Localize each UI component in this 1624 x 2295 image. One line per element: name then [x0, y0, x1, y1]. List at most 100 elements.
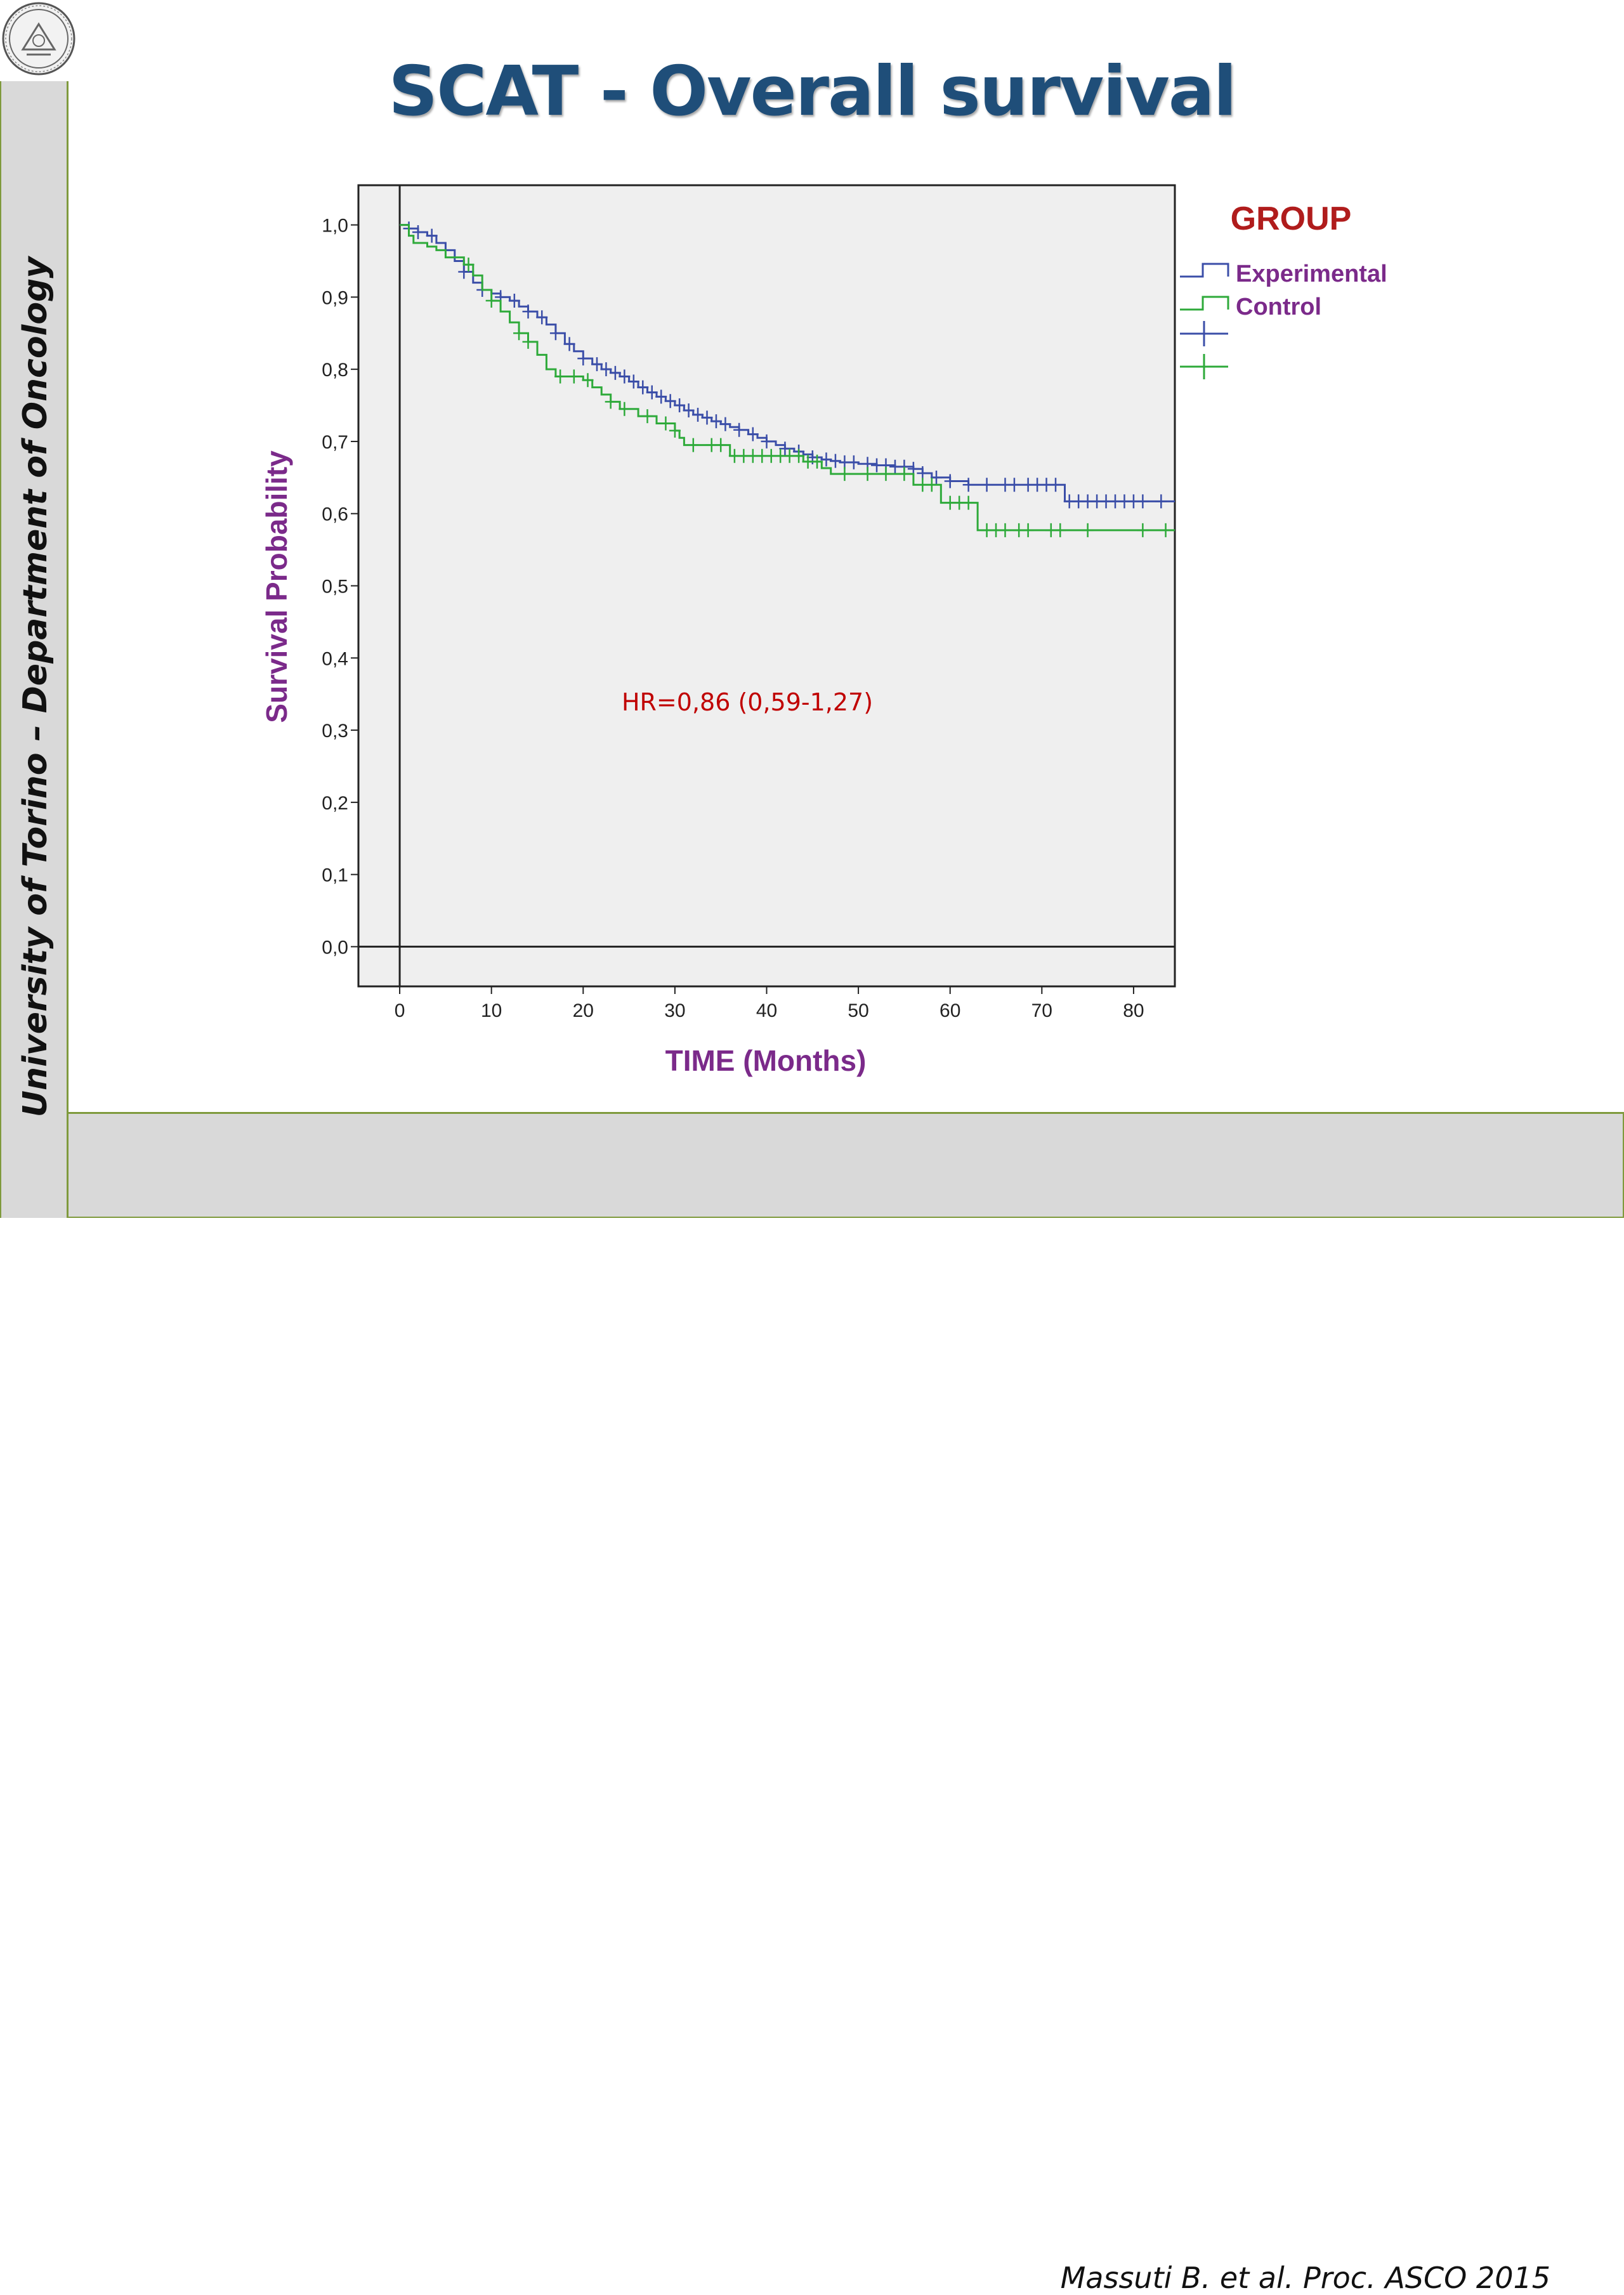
control-censor-mark	[485, 294, 497, 308]
y-tick-label: 1,0	[322, 216, 348, 237]
experimental-censor-mark	[609, 365, 621, 380]
x-tick-label: 10	[481, 1000, 502, 1021]
experimental-censor-mark	[710, 414, 722, 429]
experimental-censor-mark	[536, 310, 548, 325]
y-tick-label: 0,7	[322, 432, 348, 453]
experimental-censor-mark	[619, 369, 631, 384]
control-censor-mark	[513, 326, 525, 341]
x-tick-label: 60	[940, 1000, 960, 1021]
control-censor-mark	[641, 409, 653, 424]
x-tick-label: 80	[1123, 1000, 1144, 1021]
legend-title: GROUP	[1231, 200, 1352, 237]
y-tick-label: 0,0	[322, 937, 348, 958]
y-tick-label: 0,2	[322, 793, 348, 814]
sidebar-band: University of Torino – Department of Onc…	[0, 81, 69, 1218]
x-tick-label: 30	[664, 1000, 685, 1021]
experimental-censor-mark	[674, 398, 686, 413]
experimental-censor-mark	[981, 478, 993, 492]
experimental-censor-mark	[962, 478, 974, 492]
experimental-censor-mark	[683, 403, 695, 418]
experimental-censor-mark	[577, 351, 589, 366]
y-tick-label: 0,8	[322, 360, 348, 381]
control-censor-mark	[861, 467, 874, 481]
experimental-censor-mark	[719, 417, 731, 431]
control-censor-legend-marker	[1180, 354, 1228, 379]
experimental-censor-legend-marker	[1180, 321, 1228, 346]
experimental-censor-mark	[637, 380, 649, 395]
control-censor-mark	[687, 438, 699, 452]
experimental-censor-mark	[779, 441, 791, 456]
experimental-censor-mark	[1155, 494, 1167, 509]
university-seal-icon	[2, 2, 75, 75]
legend: GROUP Experimental Control	[1180, 200, 1387, 379]
control-censor-mark	[1082, 523, 1094, 537]
control-censor-mark	[605, 395, 617, 409]
experimental-censor-mark	[747, 427, 759, 441]
experimental-censor-mark	[412, 225, 424, 239]
x-axis-label: TIME (Months)	[665, 1044, 867, 1077]
experimental-censor-mark	[426, 228, 438, 243]
control-censor-mark	[1160, 523, 1172, 537]
control-censor-mark	[660, 416, 672, 431]
experimental-censor-mark	[1137, 494, 1149, 509]
control-censor-mark	[619, 402, 631, 416]
experimental-censor-mark	[600, 362, 612, 377]
experimental-censor-mark	[761, 434, 773, 448]
hazard-ratio-annotation: HR=0,86 (0,59-1,27)	[622, 688, 873, 716]
control-censor-mark	[1054, 523, 1066, 537]
experimental-censor-mark	[1050, 478, 1062, 492]
control-censor-mark	[554, 369, 566, 384]
control-censor-mark	[999, 523, 1011, 537]
x-tick-label: 70	[1031, 1000, 1052, 1021]
control-censor-mark	[793, 448, 805, 463]
x-tick-label: 0	[395, 1000, 405, 1021]
control-censor-mark	[462, 258, 475, 272]
experimental-censor-mark	[692, 407, 704, 422]
control-censor-mark	[522, 334, 534, 349]
y-tick-label: 0,6	[322, 504, 348, 525]
control-censor-mark	[839, 467, 851, 481]
slide-title: SCAT - Overall survival	[388, 52, 1236, 131]
experimental-censor-mark	[646, 385, 658, 400]
plot-area	[357, 184, 1176, 988]
control-censor-mark	[898, 467, 910, 481]
experimental-censor-mark	[848, 455, 860, 469]
experimental-censor-mark	[627, 374, 639, 389]
experimental-censor-mark	[522, 304, 534, 319]
citation-text: Massuti B. et al. Proc. ASCO 2015	[1060, 2261, 1550, 2295]
experimental-legend-label: Experimental	[1236, 261, 1387, 287]
experimental-censor-mark	[563, 337, 575, 351]
control-legend-swatch	[1180, 296, 1229, 311]
control-censor-mark	[715, 438, 727, 452]
x-tick-label: 40	[756, 1000, 777, 1021]
experimental-censor-mark	[733, 422, 745, 437]
experimental-censor-mark	[508, 294, 520, 308]
experimental-censor-mark	[820, 452, 832, 467]
y-axis-label: Survival Probability	[260, 450, 293, 723]
experimental-censor-mark	[591, 357, 603, 372]
control-censor-mark	[1137, 523, 1149, 537]
control-censor-mark	[926, 478, 938, 492]
x-tick-label: 50	[848, 1000, 868, 1021]
experimental-censor-mark	[549, 326, 561, 341]
control-censor-mark	[880, 467, 892, 481]
experimental-legend-swatch	[1180, 263, 1229, 278]
experimental-censor-mark	[931, 470, 943, 485]
y-tick-label: 0,1	[322, 865, 348, 886]
survival-chart: 0,0 0,1 0,2 0,3 0,4 0,5 0,6 0,7 0,8 0,9 1,0 0 10 20 30…	[260, 184, 1387, 1077]
control-censor-mark	[962, 495, 974, 510]
control-censor-mark	[1022, 523, 1034, 537]
experimental-censor-mark	[701, 410, 713, 425]
experimental-censor-mark	[1008, 478, 1020, 492]
y-tick-label: 0,4	[322, 648, 348, 669]
control-censor-mark	[568, 369, 580, 384]
control-censor-mark	[669, 423, 681, 438]
control-censor-mark	[582, 373, 594, 388]
experimental-censor-mark	[829, 454, 841, 468]
y-tick-label: 0,3	[322, 721, 348, 742]
x-tick-label: 20	[573, 1000, 594, 1021]
experimental-censor-mark	[458, 265, 470, 279]
control-legend-label: Control	[1236, 294, 1321, 320]
experimental-censor-mark	[655, 389, 667, 404]
control-censor-mark	[811, 454, 823, 469]
